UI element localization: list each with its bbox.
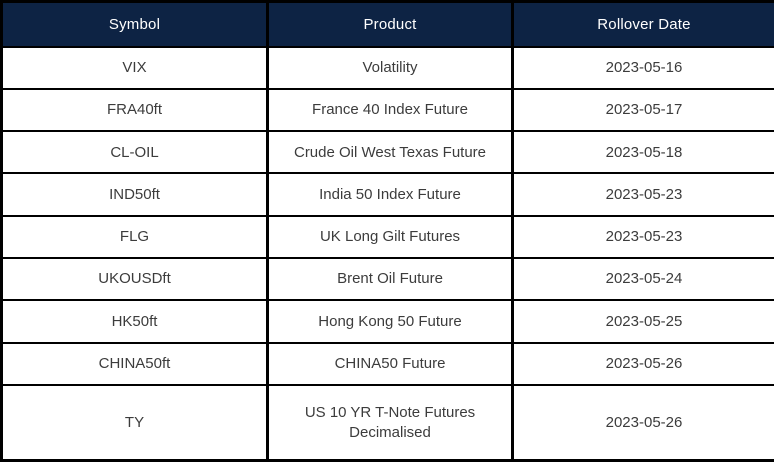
header-row: Symbol Product Rollover Date bbox=[0, 0, 774, 48]
product-cell: India 50 Index Future bbox=[266, 172, 514, 217]
table-row: HK50ft Hong Kong 50 Future 2023-05-25 bbox=[0, 299, 774, 344]
symbol-cell: FRA40ft bbox=[0, 87, 269, 133]
product-cell: Crude Oil West Texas Future bbox=[266, 130, 514, 175]
product-cell: CHINA50 Future bbox=[266, 341, 514, 387]
column-header-rollover-date: Rollover Date bbox=[511, 0, 774, 48]
rollover-date-cell: 2023-05-26 bbox=[511, 341, 774, 387]
rollover-date-cell: 2023-05-26 bbox=[511, 384, 774, 462]
table-row: IND50ft India 50 Index Future 2023-05-23 bbox=[0, 172, 774, 217]
column-header-symbol: Symbol bbox=[0, 0, 269, 48]
table-row: VIX Volatility 2023-05-16 bbox=[0, 45, 774, 90]
symbol-cell: IND50ft bbox=[0, 172, 269, 217]
product-cell: Volatility bbox=[266, 45, 514, 90]
table-row: FRA40ft France 40 Index Future 2023-05-1… bbox=[0, 87, 774, 133]
rollover-date-cell: 2023-05-25 bbox=[511, 299, 774, 344]
column-header-product: Product bbox=[266, 0, 514, 48]
rollover-date-cell: 2023-05-23 bbox=[511, 214, 774, 260]
table-body: VIX Volatility 2023-05-16 FRA40ft France… bbox=[0, 45, 774, 462]
symbol-cell: UKOUSDft bbox=[0, 257, 269, 302]
symbol-cell: FLG bbox=[0, 214, 269, 260]
table-row: UKOUSDft Brent Oil Future 2023-05-24 bbox=[0, 257, 774, 302]
rollover-date-cell: 2023-05-24 bbox=[511, 257, 774, 302]
product-cell: Brent Oil Future bbox=[266, 257, 514, 302]
symbol-cell: CHINA50ft bbox=[0, 341, 269, 387]
symbol-cell: CL-OIL bbox=[0, 130, 269, 175]
product-cell: France 40 Index Future bbox=[266, 87, 514, 133]
table-header: Symbol Product Rollover Date bbox=[0, 0, 774, 48]
symbol-cell: TY bbox=[0, 384, 269, 462]
rollover-date-cell: 2023-05-18 bbox=[511, 130, 774, 175]
product-cell: US 10 YR T-Note Futures Decimalised bbox=[266, 384, 514, 462]
table-row: CL-OIL Crude Oil West Texas Future 2023-… bbox=[0, 130, 774, 175]
rollover-date-cell: 2023-05-17 bbox=[511, 87, 774, 133]
table-row: CHINA50ft CHINA50 Future 2023-05-26 bbox=[0, 341, 774, 387]
rollover-date-cell: 2023-05-16 bbox=[511, 45, 774, 90]
rollover-date-cell: 2023-05-23 bbox=[511, 172, 774, 217]
product-cell: UK Long Gilt Futures bbox=[266, 214, 514, 260]
symbol-cell: VIX bbox=[0, 45, 269, 90]
product-cell: Hong Kong 50 Future bbox=[266, 299, 514, 344]
table-row: FLG UK Long Gilt Futures 2023-05-23 bbox=[0, 214, 774, 260]
table-row: TY US 10 YR T-Note Futures Decimalised 2… bbox=[0, 384, 774, 462]
symbol-cell: HK50ft bbox=[0, 299, 269, 344]
